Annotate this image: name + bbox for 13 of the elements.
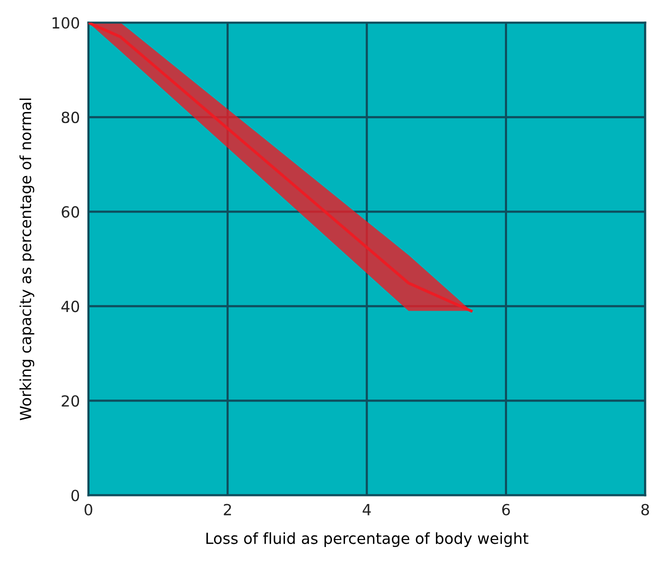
y-axis-title: Working capacity as percentage of normal bbox=[19, 98, 34, 420]
y-tick-label: 40 bbox=[61, 300, 80, 312]
x-tick-label: 4 bbox=[362, 504, 371, 516]
y-tick-label: 60 bbox=[62, 206, 80, 218]
x-tick-label: 8 bbox=[641, 504, 649, 516]
y-tick-label: 80 bbox=[62, 112, 80, 124]
x-tick-label: 6 bbox=[502, 504, 510, 516]
x-tick-label: 0 bbox=[84, 504, 92, 516]
y-tick-label: 20 bbox=[62, 395, 80, 407]
x-axis-title: Loss of fluid as percentage of body weight bbox=[206, 532, 528, 548]
y-tick-label: 100 bbox=[52, 17, 80, 29]
y-tick-label: 0 bbox=[71, 490, 80, 502]
x-tick-label: 2 bbox=[224, 504, 231, 516]
